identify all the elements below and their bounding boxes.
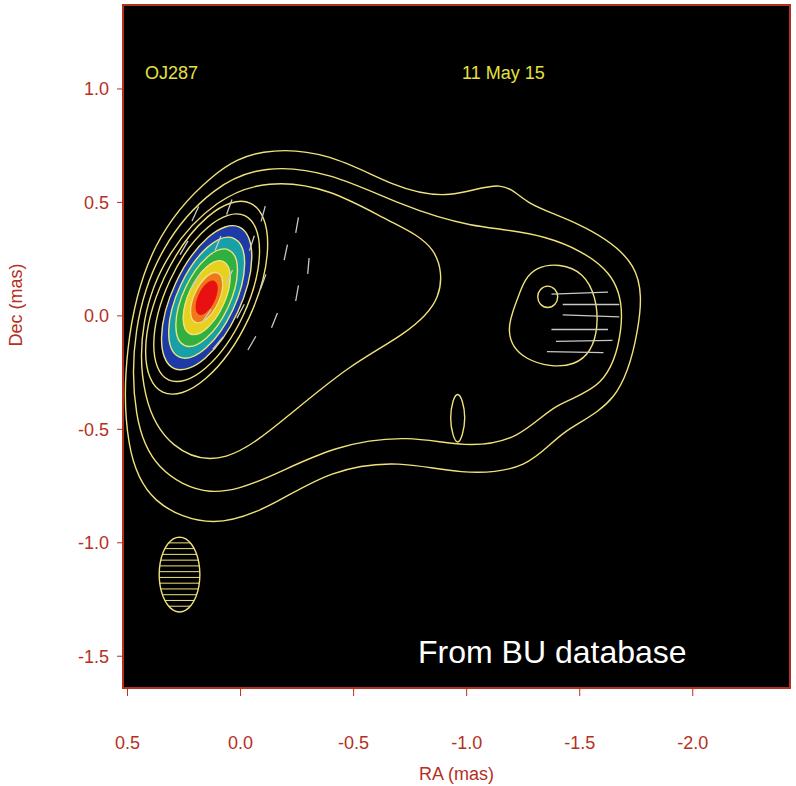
svg-text:1.0: 1.0 [84,79,109,99]
svg-text:-0.5: -0.5 [78,420,109,440]
svg-text:-1.0: -1.0 [451,733,482,753]
svg-text:-2.0: -2.0 [677,733,708,753]
svg-text:-1.5: -1.5 [564,733,595,753]
html-text:From BU database: From BU database [418,634,687,670]
svg-text:0.5: 0.5 [115,733,140,753]
html-text:11 May 15: 11 May 15 [462,63,545,83]
html-text:OJ287: OJ287 [145,63,198,83]
svg-text:0.0: 0.0 [228,733,253,753]
svg-text:RA (mas): RA (mas) [419,764,494,784]
svg-text:-0.5: -0.5 [338,733,369,753]
svg-text:-1.0: -1.0 [78,533,109,553]
svg-text:-1.5: -1.5 [78,647,109,667]
svg-text:Dec (mas): Dec (mas) [6,263,26,346]
svg-text:0.5: 0.5 [84,193,109,213]
svg-text:0.0: 0.0 [84,306,109,326]
